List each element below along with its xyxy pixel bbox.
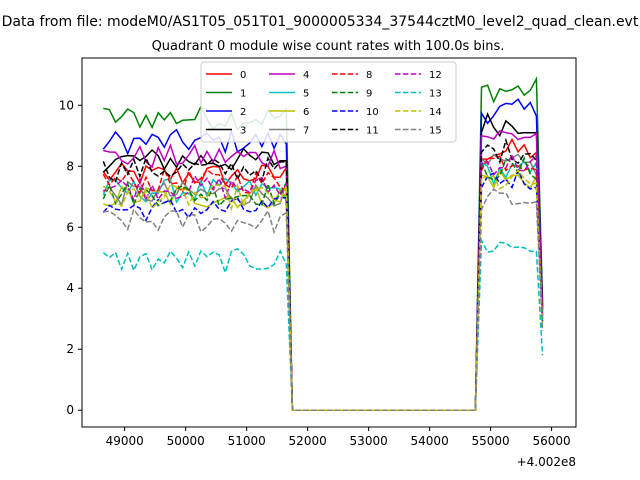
series-line-8 [102,155,544,411]
legend-label-4: 4 [303,70,309,81]
x-tick-label: 56000 [533,434,571,448]
legend-label-1: 1 [240,89,246,100]
figure-suptitle: Data from file: modeM0/AS1T05_051T01_900… [2,14,639,30]
legend-label-0: 0 [240,70,246,81]
series-line-9 [102,156,544,411]
x-tick-label: 52000 [289,434,327,448]
y-tick-label: 10 [59,98,74,112]
legend-label-7: 7 [303,126,309,137]
legend-label-5: 5 [303,89,309,100]
legend-label-9: 9 [366,89,372,100]
legend-box [200,61,457,143]
legend-label-12: 12 [429,70,442,81]
series-line-15 [103,188,544,411]
x-tick-label: 51000 [228,434,266,448]
legend-label-15: 15 [429,126,442,137]
legend-label-10: 10 [366,107,379,118]
x-tick-label: 49000 [106,434,144,448]
series-line-11 [102,137,544,411]
x-tick-label: 54000 [411,434,449,448]
x-axis: 49000 50000 51000 52000 53000 54000 55000 56000 [106,427,571,448]
series-line-4 [103,130,544,411]
series-line-3 [102,112,544,411]
legend-label-11: 11 [366,126,379,137]
x-offset-label: +4.002e8 [517,455,576,469]
x-tick-label: 50000 [167,434,205,448]
series-line-12 [103,152,544,411]
y-axis: 0 2 4 6 8 10 [59,98,82,417]
legend-label-2: 2 [240,107,246,118]
y-tick-label: 4 [66,281,74,295]
legend-label-3: 3 [240,126,246,137]
x-tick-label: 53000 [350,434,388,448]
y-tick-label: 2 [66,342,74,356]
series-line-13 [102,237,544,411]
legend-label-8: 8 [366,70,372,81]
plot-frame [81,57,577,428]
legend-label-6: 6 [303,107,309,118]
y-tick-label: 6 [66,220,74,234]
series-line-6 [103,169,544,411]
y-tick-label: 8 [66,159,74,173]
legend-label-13: 13 [429,89,442,100]
legend-label-14: 14 [429,107,442,118]
y-tick-label: 0 [66,403,74,417]
series-layer [102,76,544,411]
chart-title: Quadrant 0 module wise count rates with … [152,39,505,54]
x-tick-label: 55000 [472,434,510,448]
